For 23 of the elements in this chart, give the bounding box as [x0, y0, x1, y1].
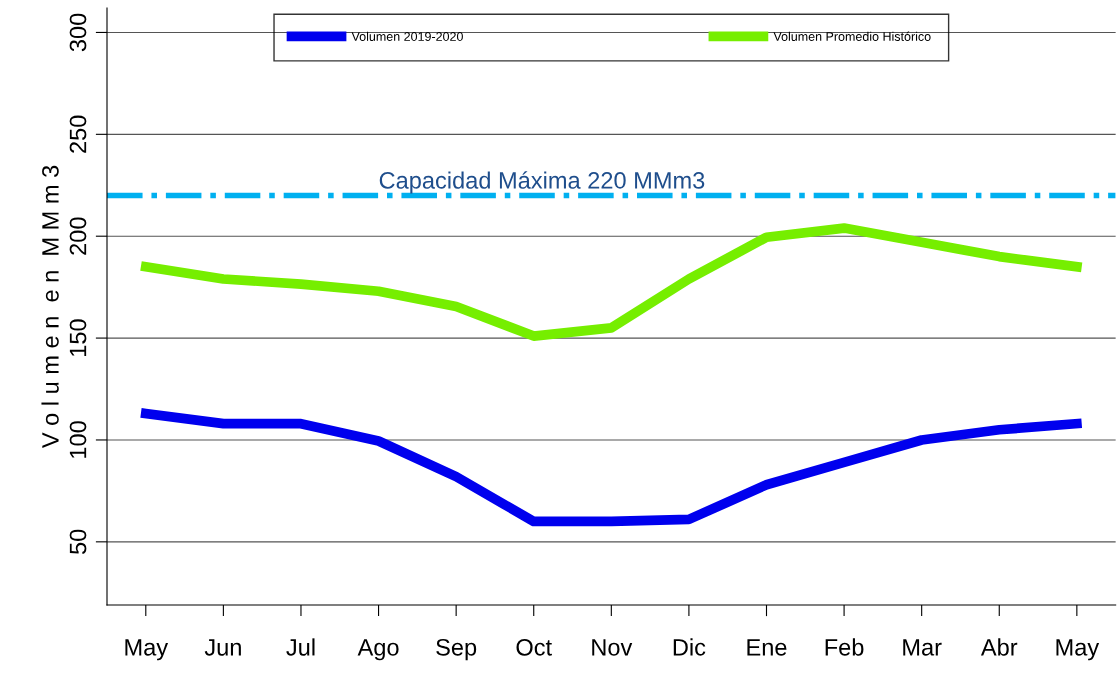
- legend-label: Volumen Promedio Histórico: [773, 31, 931, 41]
- x-tick-label: Sep: [436, 638, 477, 661]
- x-tick-label: Mar: [903, 639, 942, 656]
- y-tick-label: 200: [69, 217, 87, 255]
- x-tick-label: Jul: [286, 638, 315, 656]
- y-tick-label: 250: [69, 115, 87, 153]
- legend-label: Volumen 2019-2020: [351, 31, 463, 41]
- ref-line-label: Capacidad Máxima 220 MMm3: [379, 171, 705, 194]
- x-tick-label: Oct: [516, 638, 552, 656]
- x-tick-label: May: [1056, 639, 1100, 661]
- y-tick-label: 50: [69, 529, 87, 555]
- x-tick-label: Dic: [673, 638, 706, 656]
- x-tick-label: Jun: [204, 639, 241, 656]
- x-tick-label: May: [125, 639, 169, 661]
- y-tick-label: 150: [69, 319, 87, 356]
- y-axis-title: V o l u m e n e n M M m 3: [41, 165, 59, 449]
- x-tick-label: Ene: [747, 639, 787, 656]
- x-tick-label: Nov: [592, 639, 633, 656]
- x-tick-label: Ago: [357, 639, 399, 661]
- y-tick-label: 100: [69, 421, 87, 458]
- y-tick-label: 300: [69, 13, 87, 52]
- x-tick-label: Abr: [980, 638, 1018, 656]
- x-tick-label: Feb: [825, 638, 864, 656]
